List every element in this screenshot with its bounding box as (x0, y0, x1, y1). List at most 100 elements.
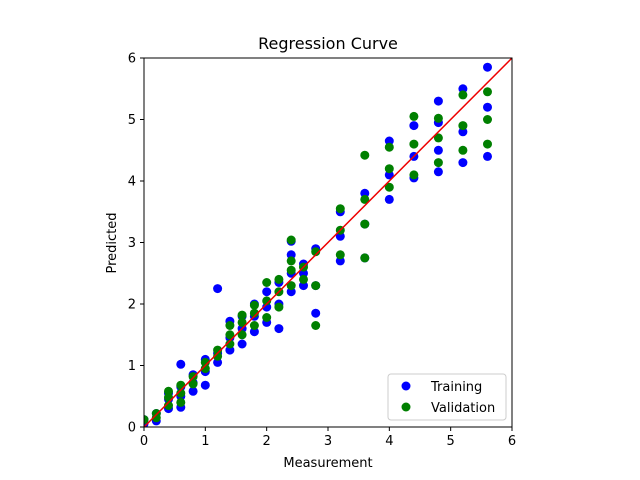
point-training (384, 194, 394, 204)
x-axis-label: Measurement (283, 456, 372, 471)
point-training (249, 327, 259, 337)
point-validation (200, 364, 210, 374)
point-validation (176, 397, 186, 407)
point-validation (274, 302, 284, 312)
point-validation (311, 281, 321, 291)
point-training (213, 284, 223, 294)
point-validation (286, 256, 296, 266)
legend: Training Validation (387, 373, 507, 421)
point-training (311, 308, 321, 318)
point-training (274, 324, 284, 334)
y-tick-label: 0 (128, 421, 136, 436)
point-validation (237, 317, 247, 327)
y-tick-label: 4 (128, 175, 136, 190)
x-tick-label: 6 (508, 434, 516, 449)
point-training (384, 170, 394, 180)
point-validation (384, 164, 394, 174)
point-training (409, 121, 419, 131)
point-validation (286, 281, 296, 291)
point-validation (384, 182, 394, 192)
x-tick-label: 5 (447, 434, 455, 449)
point-validation (433, 158, 443, 168)
point-validation (164, 401, 173, 410)
point-training (483, 102, 492, 112)
point-validation (360, 219, 370, 229)
point-validation (249, 300, 259, 310)
point-validation (249, 321, 259, 330)
point-training (384, 136, 394, 146)
point-training (458, 158, 468, 168)
point-validation (237, 330, 247, 340)
point-training (433, 167, 443, 177)
point-validation (176, 380, 186, 390)
point-training (188, 386, 198, 396)
point-validation (433, 113, 443, 123)
chart-title: Regression Curve (258, 34, 398, 53)
point-validation (311, 321, 321, 330)
x-tick-label: 2 (263, 434, 271, 449)
point-training (176, 359, 186, 369)
point-validation (262, 313, 272, 322)
point-validation (249, 308, 259, 318)
point-validation (144, 415, 149, 425)
point-validation (335, 250, 345, 260)
y-tick-label: 6 (128, 52, 136, 67)
point-validation (262, 278, 272, 287)
point-validation (483, 87, 492, 97)
point-validation (335, 204, 345, 214)
point-validation (286, 265, 296, 275)
point-validation (176, 388, 186, 398)
plot-area (144, 58, 512, 427)
point-validation (360, 194, 370, 204)
point-training (483, 151, 492, 161)
x-tick-label: 3 (324, 434, 332, 449)
point-training (483, 62, 492, 72)
x-tick-label: 1 (201, 434, 209, 449)
point-training (262, 302, 272, 312)
point-training (433, 145, 443, 155)
point-training (237, 339, 247, 349)
point-validation (286, 235, 296, 245)
point-validation (262, 296, 272, 306)
point-validation (360, 150, 370, 160)
y-axis-label: Predicted (105, 212, 120, 273)
point-validation (483, 139, 492, 149)
x-tick-label: 4 (385, 434, 393, 449)
y-axis: 0 1 2 3 4 5 6 (128, 52, 144, 436)
point-validation (299, 274, 308, 284)
point-training (458, 127, 468, 137)
y-tick-label: 5 (128, 113, 136, 128)
point-validation (188, 379, 198, 389)
point-validation (237, 310, 247, 320)
point-training (299, 281, 308, 291)
legend-label-training: Training (430, 380, 482, 395)
point-validation (213, 351, 223, 361)
point-validation (200, 357, 210, 367)
y-tick-label: 3 (128, 236, 136, 251)
point-validation (225, 321, 235, 330)
point-validation (213, 345, 223, 355)
point-validation (409, 139, 419, 149)
point-validation (409, 111, 419, 121)
point-validation (164, 386, 173, 396)
point-training (262, 287, 272, 297)
point-validation (409, 170, 419, 180)
point-validation (188, 372, 198, 382)
point-validation (433, 133, 443, 143)
y-tick-label: 1 (128, 359, 136, 374)
point-validation (483, 115, 492, 124)
point-validation (458, 145, 468, 155)
x-tick-label: 0 (140, 434, 148, 449)
point-validation (311, 247, 321, 257)
legend-label-validation: Validation (431, 401, 495, 416)
x-axis: 0 1 2 3 4 5 6 (140, 427, 516, 449)
point-validation (384, 142, 394, 152)
point-validation (458, 90, 468, 100)
legend-marker-validation (401, 402, 411, 412)
point-validation (274, 274, 284, 284)
point-validation (225, 339, 235, 349)
reference-line (144, 58, 512, 427)
y-tick-label: 2 (128, 298, 136, 313)
